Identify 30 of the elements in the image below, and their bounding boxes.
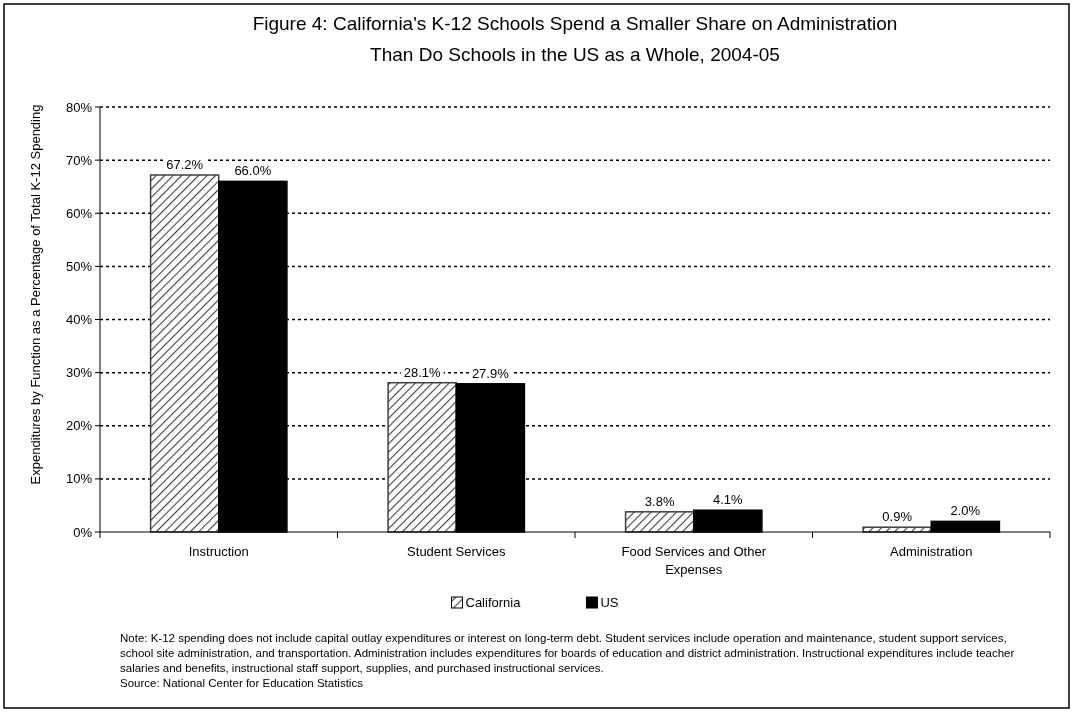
data-label: 3.8% [644,493,675,509]
y-tick-label: 50% [65,258,93,274]
y-tick-label: 30% [65,365,93,381]
y-tick-label: 10% [65,471,93,487]
legend-label: US [600,595,619,610]
data-label: 0.9% [882,509,913,525]
text: Note: K-12 spending does not include capital outlay expenditures or interest on long-term debt. Student services include operation and maintenance, student support services, school site administration, and transportation. Administration includes expenditures for boards of education and district administration. Instructional expenditures include teacher salaries and benefits, instructional staff support, supplies, and purchased instructional services. [120,632,1015,674]
y-tick-label: 40% [65,312,93,328]
x-tick-label: Administration [890,544,973,559]
data-label: 66.0% [234,163,272,179]
x-tick-label: Instruction [188,544,249,559]
y-axis-title: Expenditures by Function as a Percentage of Total K-12 Spending [28,104,43,485]
y-tick-label: 0% [73,524,93,540]
x-tick-label: Student Services [407,544,506,559]
x-tick-label: Food Services and Other Expenses [621,544,767,577]
chart-title: Figure 4: California's K-12 Schools Spend a Smaller Share on Administration Than Do Schools in the US as a Whole, 2004-05 [252,13,898,65]
y-tick-label: 70% [65,152,93,168]
bar [387,381,457,533]
data-label: 67.2% [166,157,204,172]
y-tick-label: 20% [65,418,93,434]
data-label: 4.1% [713,492,744,508]
data-label: 28.1% [403,364,442,380]
source-note: Source: National Center for Education Statistics [120,677,364,689]
legend-label: California [465,595,522,610]
y-tick-label: 60% [65,205,93,221]
data-label: 2.0% [950,503,981,519]
data-label: 27.9% [471,365,510,381]
bar [149,174,220,533]
bar [624,511,695,533]
y-tick-label: 80% [65,99,93,115]
